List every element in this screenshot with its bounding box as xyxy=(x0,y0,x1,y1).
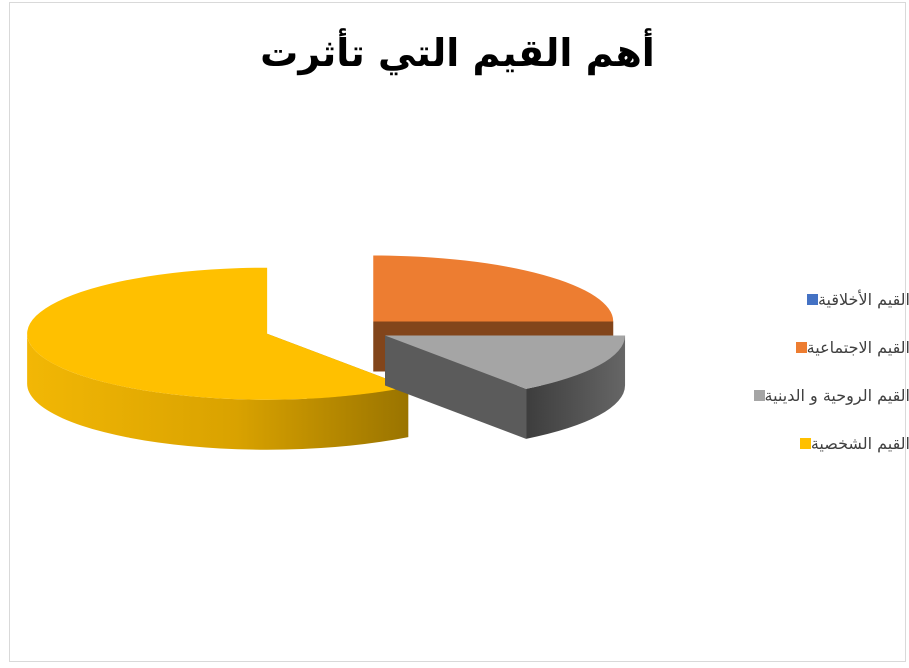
legend-label: القيم الشخصية xyxy=(810,433,909,453)
legend-label: القيم الأخلاقية xyxy=(817,289,909,309)
legend-item: القيم الروحية و الدينية xyxy=(680,383,909,407)
pie-slice-edge xyxy=(385,335,527,439)
legend-item: القيم الاجتماعية xyxy=(680,335,909,359)
pie-slice xyxy=(27,267,409,450)
legend-label: القيم الاجتماعية xyxy=(806,337,909,357)
chart-area: أهم القيم التي تأثرت القيم الأخلاقية الق… xyxy=(9,2,909,662)
legend-swatch xyxy=(795,341,807,353)
legend-swatch xyxy=(799,437,811,449)
pie-slice-side xyxy=(526,335,626,439)
pie-slice-top xyxy=(385,335,626,389)
legend-swatch xyxy=(753,389,765,401)
chart-legend: القيم الأخلاقية القيم الاجتماعية القيم ا… xyxy=(680,287,909,479)
chart-title: أهم القيم التي تأثرت xyxy=(260,31,655,75)
legend-label: القيم الروحية و الدينية xyxy=(764,385,909,405)
pie-plot xyxy=(27,255,626,450)
pie-slice-top xyxy=(373,255,614,322)
legend-swatch xyxy=(806,293,818,305)
legend-item: القيم الأخلاقية xyxy=(680,287,909,311)
pie-slice-side xyxy=(27,333,409,450)
pie-slice xyxy=(385,335,626,439)
legend-item: القيم الشخصية xyxy=(680,431,909,455)
pie-slice-top xyxy=(27,267,409,400)
